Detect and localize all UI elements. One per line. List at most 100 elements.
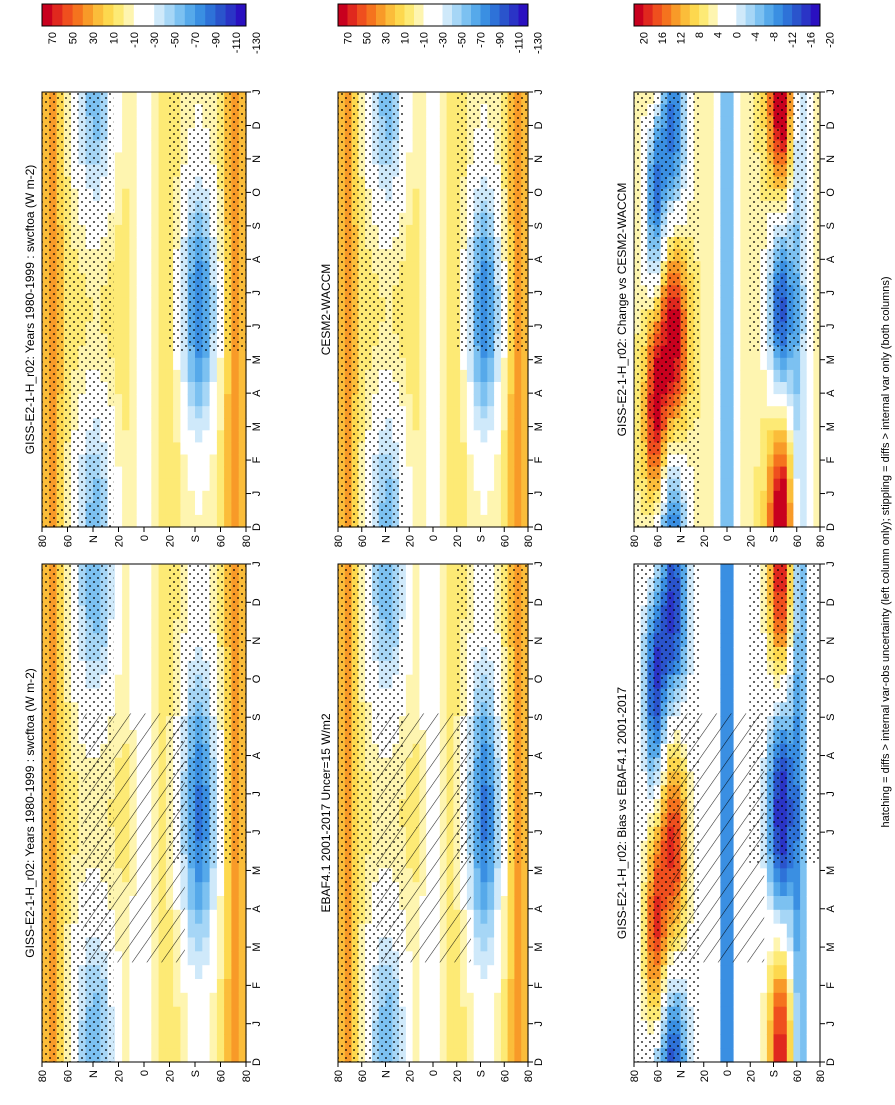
heatmap-cell (439, 261, 448, 274)
heatmap-cell (114, 152, 123, 166)
heatmap-cell (231, 1020, 240, 1035)
heatmap-cell (202, 357, 211, 371)
heatmap-cell (740, 674, 748, 690)
heatmap-cell (129, 619, 138, 634)
x-tick-label: J (251, 1021, 263, 1027)
heatmap-cell (487, 1034, 495, 1049)
heatmap-cell (405, 454, 414, 468)
colorbar-label: -10 (129, 32, 141, 48)
heatmap-cell (405, 992, 414, 1008)
heatmap-cell (151, 92, 160, 105)
heatmap-cell (122, 382, 130, 395)
heatmap-cell (746, 992, 755, 1008)
heatmap-cell (136, 992, 145, 1008)
heatmap-cell (173, 1048, 181, 1063)
heatmap-cell (446, 261, 454, 274)
heatmap-cell (514, 454, 522, 468)
heatmap-cell (446, 633, 454, 648)
heatmap-cell (216, 923, 225, 939)
heatmap-cell (412, 702, 420, 717)
heatmap-cell (405, 261, 414, 274)
x-tick-label: A (533, 751, 545, 759)
heatmap-cell (426, 688, 434, 703)
heatmap-cell (740, 702, 748, 717)
heatmap-cell (460, 979, 468, 994)
heatmap-cell (151, 992, 160, 1008)
y-tick-label: 60 (63, 1070, 75, 1082)
heatmap-cell (151, 406, 160, 419)
heatmap-cell (433, 466, 441, 480)
heatmap-cell (753, 979, 761, 994)
heatmap-cell (746, 1048, 755, 1063)
heatmap-cell (122, 605, 130, 620)
heatmap-cell (173, 1034, 181, 1049)
heatmap-cell (507, 478, 515, 492)
heatmap-cell (412, 674, 420, 690)
heatmap-cell (433, 965, 441, 980)
heatmap-cell (480, 442, 488, 456)
y-tick-label: 20 (404, 535, 416, 547)
heatmap-cell (129, 406, 138, 419)
heatmap-cell (209, 382, 218, 395)
heatmap-cell (405, 345, 414, 359)
heatmap-cell (195, 868, 203, 883)
heatmap-cell (433, 212, 441, 226)
heatmap-cell (165, 382, 174, 395)
heatmap-cell (480, 490, 488, 504)
heatmap-cell (439, 164, 448, 178)
heatmap-cell (521, 923, 529, 939)
heatmap-cell (151, 454, 160, 468)
heatmap-cell (439, 333, 448, 347)
heatmap-cell (713, 1034, 721, 1049)
heatmap-cell (129, 128, 138, 141)
hatching-overlay (82, 713, 185, 963)
heatmap-cell (158, 285, 167, 298)
heatmap-cell (187, 937, 196, 952)
heatmap-cell (129, 261, 138, 274)
heatmap-cell (727, 979, 735, 994)
heatmap-cell (151, 164, 160, 178)
heatmap-cell (151, 564, 160, 579)
heatmap-cell (446, 1034, 454, 1049)
heatmap-cell (453, 442, 461, 456)
heatmap-cell (753, 1020, 761, 1035)
heatmap-cell (202, 466, 211, 480)
heatmap-cell (129, 369, 138, 383)
heatmap-cell (473, 909, 482, 925)
heatmap-cell (405, 164, 414, 178)
heatmap-cell (216, 514, 225, 528)
heatmap-cell (460, 1020, 468, 1035)
heatmap-cell (426, 369, 434, 383)
heatmap-cell (114, 394, 123, 407)
heatmap-cell (216, 965, 225, 980)
heatmap-cell (500, 369, 509, 383)
heatmap-cell (412, 430, 420, 443)
heatmap-cell (500, 965, 509, 980)
heatmap-cell (405, 249, 414, 262)
heatmap-cell (158, 406, 167, 419)
heatmap-cell (122, 633, 130, 648)
heatmap-cell (466, 1006, 475, 1022)
heatmap-cell (426, 466, 434, 480)
heatmap-cell (473, 514, 482, 528)
heatmap-cell (114, 237, 123, 250)
heatmap-cell (151, 674, 160, 690)
heatmap-cell (405, 466, 414, 480)
heatmap-cell (480, 951, 488, 966)
heatmap-cell (419, 333, 427, 347)
heatmap-cell (144, 164, 152, 178)
heatmap-cell (173, 490, 181, 504)
heatmap-cell (209, 951, 218, 966)
x-tick-label: M (533, 866, 545, 875)
heatmap-cell (446, 979, 454, 994)
heatmap-cell (439, 992, 448, 1008)
heatmap-cell (480, 1034, 488, 1049)
heatmap-cell (419, 297, 427, 311)
heatmap-cell (412, 619, 420, 634)
x-tick-label: J (533, 491, 545, 497)
heatmap-cell (136, 430, 145, 443)
heatmap-cell (433, 454, 441, 468)
heatmap-cell (713, 1006, 721, 1022)
colorbar-swatch (452, 4, 462, 26)
heatmap-cell (494, 965, 502, 980)
